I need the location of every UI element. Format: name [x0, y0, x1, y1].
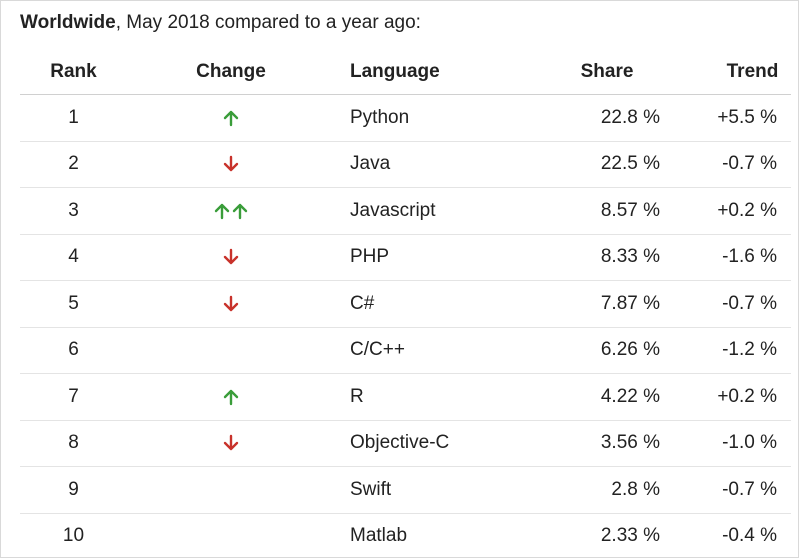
share-cell: 6.26 %: [550, 327, 664, 374]
trend-cell: -0.7 %: [664, 466, 791, 514]
change-cell: [127, 327, 335, 374]
column-header-share: Share: [550, 49, 664, 95]
rank-cell: 10: [62, 525, 85, 547]
language-cell: PHP: [335, 234, 550, 281]
language-cell: Objective-C: [335, 420, 550, 467]
table-row: 9 Swift 2.8 % -0.7 %: [20, 466, 791, 514]
caption-region: Worldwide: [20, 12, 116, 33]
change-cell: [127, 373, 335, 421]
share-cell: 8.57 %: [550, 187, 664, 235]
table-row: 5 C# 7.87 % -0.7 %: [20, 280, 791, 328]
column-header-trend: Trend: [664, 49, 791, 95]
rank-cell: 2: [20, 141, 127, 188]
share-cell: 4.22 %: [550, 373, 664, 421]
change-cell: [127, 513, 335, 559]
table-row: 2 Java 22.5 % -0.7 %: [20, 141, 791, 188]
language-cell: C/C++: [335, 327, 550, 374]
language-cell: Python: [335, 94, 550, 142]
table-header-row: Rank Change Language Share Trend: [20, 49, 791, 95]
rank-cell: 1: [20, 94, 127, 142]
table-row: 7 R 4.22 % +0.2 %: [20, 373, 791, 421]
rank-cell: 7: [20, 373, 127, 421]
caption-text: , May 2018 compared to a year ago:: [115, 12, 421, 33]
change-cell: [127, 187, 335, 235]
language-cell: R: [335, 373, 550, 421]
column-header-rank: Rank: [20, 49, 127, 95]
language-cell: Javascript: [335, 187, 550, 235]
double-arrow-up-icon: [231, 202, 249, 220]
change-cell: [127, 420, 335, 467]
share-cell: 2.8 %: [550, 466, 664, 514]
rank-cell: 5: [20, 280, 127, 328]
table-row: 6 C/C++ 6.26 % -1.2 %: [20, 327, 791, 374]
table-row: 3 Javascript 8.57 % +0.2 %: [20, 187, 791, 235]
trend-cell: -0.7 %: [664, 141, 791, 188]
trend-cell: -1.6 %: [664, 234, 791, 281]
trend-cell: -1.0 %: [664, 420, 791, 467]
share-cell: 8.33 %: [550, 234, 664, 281]
trend-cell: +0.2 %: [664, 373, 791, 421]
trend-cell: +5.5 %: [664, 94, 791, 142]
trend-cell: -0.4 %: [722, 525, 777, 547]
trend-cell: -1.2 %: [664, 327, 791, 374]
change-cell: [127, 280, 335, 328]
rank-cell: 8: [20, 420, 127, 467]
table-row: 8 Objective-C 3.56 % -1.0 %: [20, 420, 791, 467]
change-cell: [127, 234, 335, 281]
trend-cell: +0.2 %: [664, 187, 791, 235]
arrow-down-icon: [222, 434, 240, 452]
double-arrow-up-icon: [213, 202, 231, 220]
rank-cell: 3: [20, 187, 127, 235]
table-row: 1 Python 22.8 % +5.5 %: [20, 94, 791, 142]
change-cell: [127, 141, 335, 188]
language-cell: Swift: [335, 466, 550, 514]
language-cell: Java: [335, 141, 550, 188]
arrow-down-icon: [222, 295, 240, 313]
share-cell: 3.56 %: [550, 420, 664, 467]
rank-cell: 4: [20, 234, 127, 281]
share-cell: 22.8 %: [550, 94, 664, 142]
share-cell: 2.33 %: [600, 525, 660, 547]
table-row: 4 PHP 8.33 % -1.6 %: [20, 234, 791, 281]
change-cell: [127, 466, 335, 514]
arrow-up-icon: [222, 109, 240, 127]
rank-cell: 9: [20, 466, 127, 514]
share-cell: 7.87 %: [550, 280, 664, 328]
trend-cell: -0.7 %: [664, 280, 791, 328]
language-cell: Matlab: [350, 525, 408, 547]
table-caption: Worldwide, May 2018 compared to a year a…: [20, 12, 421, 34]
rank-cell: 6: [20, 327, 127, 374]
language-ranking-table: Rank Change Language Share Trend 1 Python…: [20, 49, 791, 559]
table-row: 10 Matlab 2.33 % -0.4 %: [20, 513, 791, 559]
share-cell: 22.5 %: [550, 141, 664, 188]
arrow-up-icon: [222, 388, 240, 406]
column-header-change: Change: [127, 49, 335, 95]
column-header-language: Language: [335, 49, 550, 95]
language-cell: C#: [335, 280, 550, 328]
arrow-down-icon: [222, 155, 240, 173]
arrow-down-icon: [222, 248, 240, 266]
change-cell: [127, 94, 335, 142]
